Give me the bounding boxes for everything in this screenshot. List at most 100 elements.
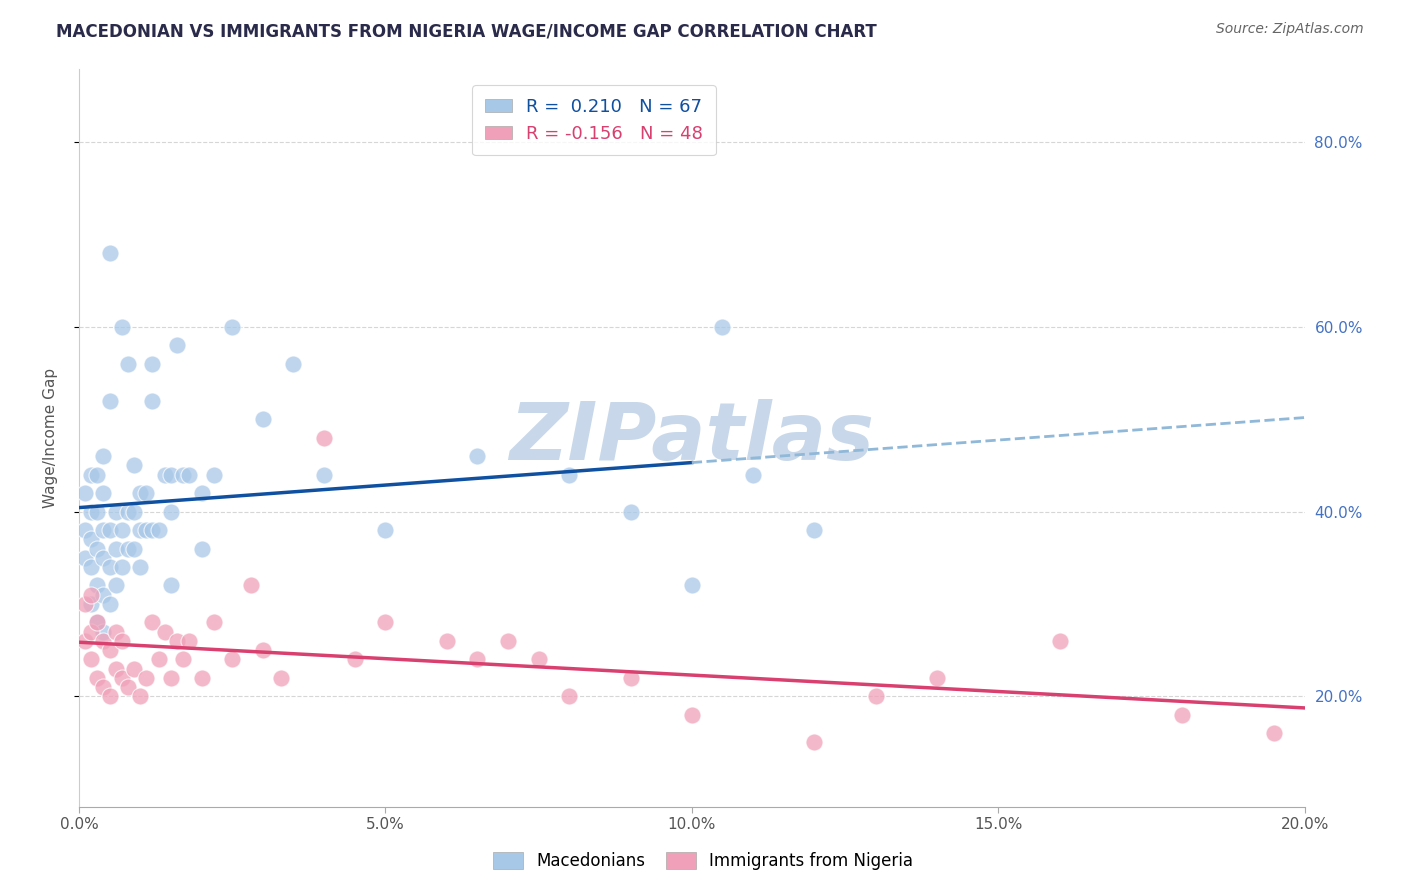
- Point: [160, 505, 183, 519]
- Point: [283, 357, 305, 371]
- Point: [619, 671, 641, 685]
- Point: [166, 338, 188, 352]
- Point: [86, 541, 108, 556]
- Point: [681, 707, 703, 722]
- Point: [925, 671, 948, 685]
- Point: [1049, 633, 1071, 648]
- Point: [202, 467, 225, 482]
- Point: [75, 597, 97, 611]
- Point: [98, 597, 121, 611]
- Point: [172, 652, 194, 666]
- Point: [86, 615, 108, 630]
- Point: [93, 550, 115, 565]
- Point: [558, 690, 581, 704]
- Point: [111, 320, 134, 334]
- Point: [252, 643, 274, 657]
- Point: [166, 633, 188, 648]
- Point: [558, 467, 581, 482]
- Point: [80, 533, 103, 547]
- Point: [98, 690, 121, 704]
- Point: [80, 624, 103, 639]
- Point: [239, 578, 262, 592]
- Point: [86, 578, 108, 592]
- Point: [80, 560, 103, 574]
- Point: [148, 523, 170, 537]
- Point: [270, 671, 292, 685]
- Point: [190, 671, 212, 685]
- Point: [314, 467, 336, 482]
- Point: [160, 467, 183, 482]
- Point: [86, 467, 108, 482]
- Point: [104, 505, 127, 519]
- Point: [122, 661, 145, 675]
- Point: [104, 541, 127, 556]
- Point: [86, 505, 108, 519]
- Point: [221, 652, 243, 666]
- Point: [803, 523, 825, 537]
- Point: [202, 615, 225, 630]
- Point: [179, 633, 201, 648]
- Point: [93, 624, 115, 639]
- Point: [742, 467, 765, 482]
- Point: [80, 467, 103, 482]
- Point: [160, 578, 183, 592]
- Point: [465, 652, 488, 666]
- Point: [75, 550, 97, 565]
- Point: [98, 643, 121, 657]
- Point: [93, 588, 115, 602]
- Point: [374, 523, 396, 537]
- Point: [104, 624, 127, 639]
- Point: [465, 449, 488, 463]
- Point: [374, 615, 396, 630]
- Point: [129, 560, 152, 574]
- Point: [80, 588, 103, 602]
- Point: [190, 541, 212, 556]
- Point: [160, 671, 183, 685]
- Point: [93, 633, 115, 648]
- Point: [98, 246, 121, 260]
- Point: [1263, 726, 1285, 740]
- Point: [252, 412, 274, 426]
- Point: [153, 624, 176, 639]
- Point: [129, 690, 152, 704]
- Point: [75, 486, 97, 500]
- Point: [172, 467, 194, 482]
- Point: [135, 486, 157, 500]
- Point: [98, 393, 121, 408]
- Point: [75, 523, 97, 537]
- Point: [141, 357, 163, 371]
- Point: [141, 523, 163, 537]
- Point: [111, 560, 134, 574]
- Point: [117, 541, 139, 556]
- Point: [179, 467, 201, 482]
- Y-axis label: Wage/Income Gap: Wage/Income Gap: [44, 368, 58, 508]
- Point: [80, 597, 103, 611]
- Point: [122, 505, 145, 519]
- Text: ZIPatlas: ZIPatlas: [509, 399, 875, 476]
- Point: [122, 458, 145, 473]
- Text: Source: ZipAtlas.com: Source: ZipAtlas.com: [1216, 22, 1364, 37]
- Point: [86, 615, 108, 630]
- Point: [141, 393, 163, 408]
- Point: [93, 449, 115, 463]
- Point: [619, 505, 641, 519]
- Point: [80, 652, 103, 666]
- Point: [711, 320, 734, 334]
- Point: [153, 467, 176, 482]
- Point: [527, 652, 550, 666]
- Point: [117, 505, 139, 519]
- Point: [129, 523, 152, 537]
- Point: [496, 633, 519, 648]
- Point: [129, 486, 152, 500]
- Legend: R =  0.210   N = 67, R = -0.156   N = 48: R = 0.210 N = 67, R = -0.156 N = 48: [472, 85, 716, 155]
- Point: [122, 541, 145, 556]
- Point: [80, 505, 103, 519]
- Point: [865, 690, 887, 704]
- Point: [1171, 707, 1194, 722]
- Point: [111, 523, 134, 537]
- Point: [117, 357, 139, 371]
- Legend: Macedonians, Immigrants from Nigeria: Macedonians, Immigrants from Nigeria: [486, 845, 920, 877]
- Point: [681, 578, 703, 592]
- Point: [135, 523, 157, 537]
- Point: [104, 661, 127, 675]
